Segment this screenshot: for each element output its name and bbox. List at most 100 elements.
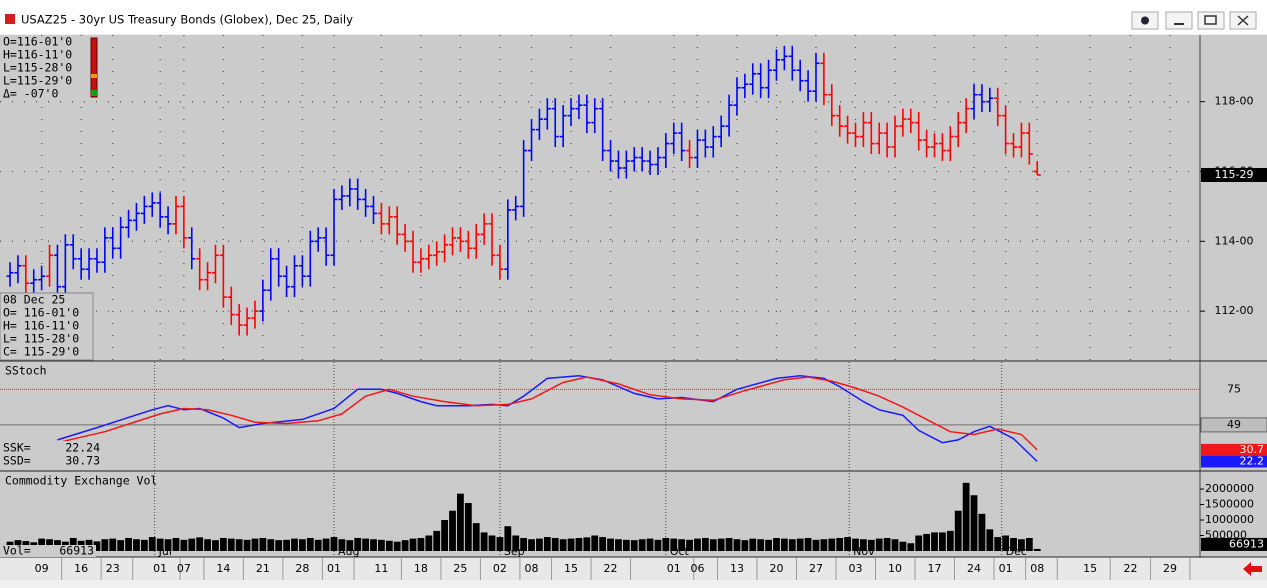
volume-bar xyxy=(441,520,449,551)
volume-bar xyxy=(243,539,251,551)
y-tick-label: 75 xyxy=(1227,382,1241,395)
restore-button[interactable] xyxy=(1197,11,1225,30)
volume-bar xyxy=(464,502,472,551)
volume-bar xyxy=(504,526,512,551)
volume-bar xyxy=(204,539,211,551)
volume-bar xyxy=(907,543,915,551)
volume-bar xyxy=(891,539,899,551)
title-bar xyxy=(0,0,1267,34)
volume-bar xyxy=(812,539,820,551)
quote-bar xyxy=(90,37,98,98)
volume-bar xyxy=(283,539,290,551)
volume-bar xyxy=(259,537,267,551)
x-tick-label: 01 xyxy=(999,562,1013,575)
x-tick-label: 22 xyxy=(604,562,618,575)
x-tick-label: 13 xyxy=(730,562,744,575)
quote-line: O=116-01'0 xyxy=(3,35,72,49)
x-tick-label: 08 xyxy=(525,562,539,575)
panel-title: Commodity Exchange Vol xyxy=(5,474,157,488)
volume-bar xyxy=(298,539,306,551)
x-tick-label: 09 xyxy=(35,562,49,575)
quote-line: L=115-29'0 xyxy=(3,74,72,88)
vol-value: 66913 xyxy=(59,544,94,558)
stoch-line xyxy=(57,376,1038,451)
quote-bar-mark xyxy=(91,74,97,78)
restore-icon xyxy=(1204,15,1217,25)
volume-bar xyxy=(780,538,788,551)
date-box-line: O= 116-01'0 xyxy=(3,306,79,320)
volume-bar xyxy=(804,537,812,551)
y-tick-label: 1500000 xyxy=(1205,498,1254,511)
x-tick-label: 25 xyxy=(453,562,467,575)
volume-bar xyxy=(267,539,275,551)
volume-bar xyxy=(931,532,938,551)
x-tick-label: 11 xyxy=(374,562,388,575)
x-tick-label: 24 xyxy=(967,562,981,575)
volume-bar xyxy=(109,538,117,551)
volume-bar xyxy=(828,538,836,551)
window-title: USAZ25 - 30yr US Treasury Bonds (Globex)… xyxy=(21,13,353,27)
last-value-box xyxy=(1201,537,1267,551)
volume-bar xyxy=(709,539,717,551)
x-tick-label: 17 xyxy=(928,562,942,575)
volume-bar xyxy=(662,537,670,551)
volume-bar xyxy=(140,539,148,551)
volume-bar xyxy=(472,523,480,551)
window-buttons xyxy=(1131,11,1257,30)
volume-bar xyxy=(117,540,125,551)
volume-bar xyxy=(172,537,180,551)
volume-bar xyxy=(251,538,259,551)
x-tick-label: 15 xyxy=(1083,562,1097,575)
volume-bar xyxy=(378,539,385,551)
volume-bar xyxy=(717,538,725,551)
volume-bar xyxy=(741,540,749,551)
volume-bar xyxy=(133,539,140,551)
volume-bar xyxy=(1033,548,1041,551)
volume-bar xyxy=(939,532,946,551)
x-tick-label: 27 xyxy=(809,562,823,575)
volume-bar xyxy=(701,537,709,551)
volume-bar xyxy=(164,539,172,551)
volume-bar xyxy=(923,533,931,551)
x-tick-label: 07 xyxy=(177,562,191,575)
volume-bar xyxy=(385,540,393,551)
volume-bar xyxy=(859,539,867,551)
volume-bar xyxy=(409,538,417,551)
volume-bar xyxy=(354,537,362,551)
volume-bar xyxy=(852,538,859,551)
volume-bar xyxy=(488,535,496,551)
volume-bar xyxy=(962,482,970,551)
scroll-arrow[interactable] xyxy=(1243,562,1262,576)
x-tick-label: 01 xyxy=(327,562,341,575)
y-tick-label: 118-00 xyxy=(1215,95,1254,108)
volume-bar xyxy=(235,539,243,551)
x-tick-label: 03 xyxy=(848,562,862,575)
volume-bar xyxy=(875,538,883,551)
volume-bar xyxy=(654,539,662,551)
x-tick-label: 14 xyxy=(216,562,230,575)
volume-bar xyxy=(986,529,994,551)
axis-bg xyxy=(1200,35,1267,557)
quote-bar-mark xyxy=(91,90,97,96)
x-tick-label: 22 xyxy=(1123,562,1137,575)
volume-bar xyxy=(615,539,622,551)
x-tick-label: 15 xyxy=(564,562,578,575)
volume-bar xyxy=(338,539,346,551)
x-tick-label: 02 xyxy=(493,562,507,575)
volume-bar xyxy=(678,539,686,551)
quote-line: L=115-28'0 xyxy=(3,61,72,75)
minimize-button[interactable] xyxy=(1165,11,1193,30)
volume-bar xyxy=(915,535,923,551)
volume-bar xyxy=(1002,535,1010,551)
volume-bar xyxy=(275,540,283,551)
volume-bar xyxy=(330,537,338,551)
quote-box xyxy=(0,36,98,98)
volume-bar xyxy=(219,537,227,551)
volume-bar xyxy=(1025,537,1033,551)
volume-bar xyxy=(575,537,583,551)
volume-bar xyxy=(796,538,804,551)
x-tick-label: 06 xyxy=(690,562,704,575)
volume-bar xyxy=(425,535,433,551)
